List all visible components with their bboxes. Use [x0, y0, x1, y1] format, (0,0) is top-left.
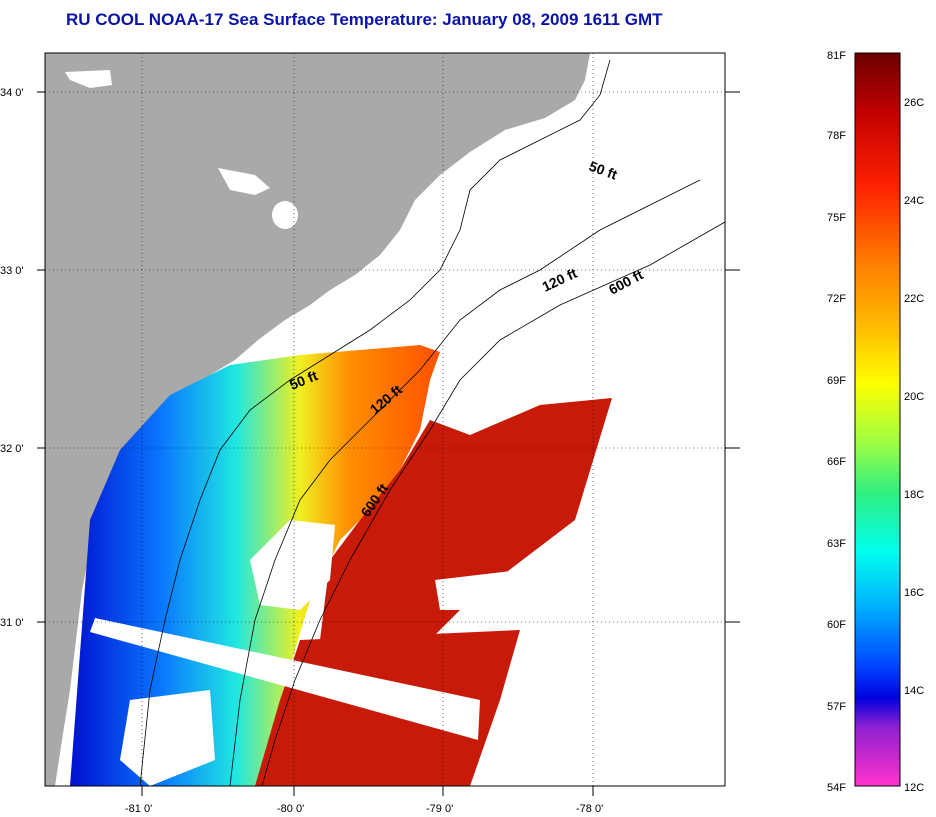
lat-label-34: 34 0': [0, 87, 24, 99]
map-title: RU COOL NOAA-17 Sea Surface Temperature:…: [66, 10, 663, 29]
contour-120ft: [229, 179, 701, 786]
colorbar: 81F 78F 75F 72F 69F 66F 63F 60F 57F 54F …: [827, 50, 924, 794]
contour-600ft: [261, 221, 725, 786]
cb-f-54: 54F: [827, 782, 846, 794]
lon-axis: -81 0' -80 0' -79 0' -78 0': [125, 786, 603, 815]
cb-f-69: 69F: [827, 375, 846, 387]
cb-c-22: 22C: [904, 293, 924, 305]
cb-c-14: 14C: [904, 685, 924, 697]
lat-label-33: 33 0': [0, 265, 24, 277]
cb-c-24: 24C: [904, 195, 924, 207]
cb-c-18: 18C: [904, 489, 924, 501]
lon-label-79: -79 0': [426, 803, 453, 815]
cb-f-81: 81F: [827, 50, 846, 62]
cb-f-72: 72F: [827, 293, 846, 305]
sst-offshore: [320, 398, 612, 660]
lat-label-32: 32 0': [0, 443, 24, 455]
contour-50ft: [139, 59, 611, 786]
lon-label-81: -81 0': [125, 803, 152, 815]
map-border: [44, 52, 726, 787]
lon-label-78: -78 0': [576, 803, 603, 815]
cb-c-20: 20C: [904, 391, 924, 403]
lat-label-31: 31 0': [0, 617, 24, 629]
cb-c-26: 26C: [904, 97, 924, 109]
graticule: [45, 53, 725, 786]
cb-f-57: 57F: [827, 701, 846, 713]
colorbar-gradient: [854, 52, 901, 787]
cb-f-66: 66F: [827, 456, 846, 468]
cb-c-16: 16C: [904, 587, 924, 599]
cb-f-78: 78F: [827, 130, 846, 142]
lon-label-80: -80 0': [277, 803, 304, 815]
cb-f-75: 75F: [827, 212, 846, 224]
cb-f-60: 60F: [827, 619, 846, 631]
cb-c-12: 12C: [904, 782, 924, 794]
cb-f-63: 63F: [827, 538, 846, 550]
land-mass: [45, 53, 590, 786]
lat-axis: 34 0' 33 0' 32 0' 31 0': [0, 87, 740, 629]
